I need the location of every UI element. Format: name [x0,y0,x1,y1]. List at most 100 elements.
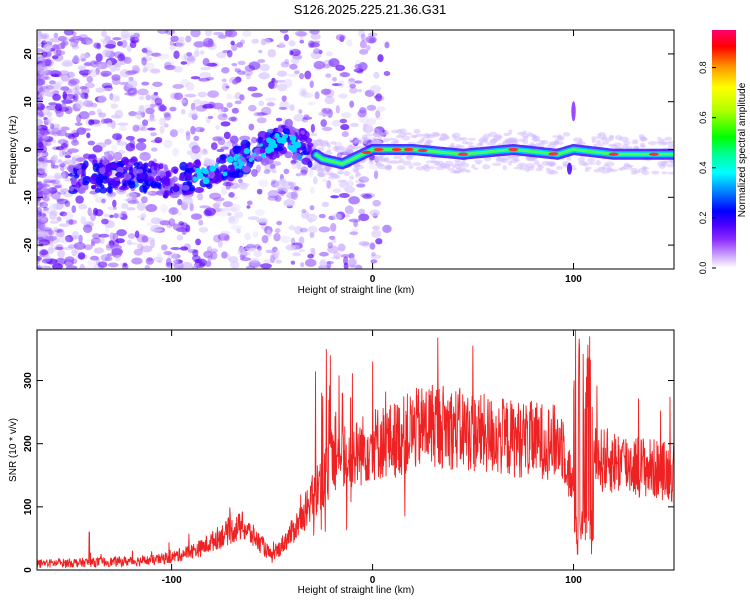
spectrogram-noise-blob [160,244,168,251]
spectrogram-halo-blob [641,170,650,176]
spectrogram-noise-blob [60,86,70,91]
ridge-hotspot [373,147,384,152]
spectrogram-noise-blob [309,42,320,48]
spectrogram-noise-blob [37,131,42,140]
spectrogram-ridge-blob [173,183,178,193]
spectrogram-noise-blob [37,191,42,198]
spectrogram-noise-blob [37,206,42,215]
ridge-cyan-blob [290,146,297,153]
spectrogram-noise-blob [84,265,97,269]
spectrogram-noise-blob [153,91,159,96]
spectrogram-noise-blob [106,253,115,257]
spectrogram-ridge-blob [298,133,304,141]
spectrogram-noise-blob [293,186,299,191]
spectrogram-noise-blob [221,78,227,83]
spectrogram-noise-blob [199,128,205,132]
spectrogram-noise-blob [138,104,145,114]
spectrogram-noise-blob [132,87,137,94]
spectrogram-noise-blob [169,129,178,138]
spectrogram-noise-blob [258,217,269,225]
spectrogram-halo-blob [597,133,602,137]
spectrogram-noise-blob [44,76,51,81]
spectrogram-noise-blob [125,79,138,88]
spectrogram-halo-blob [383,156,390,162]
ridge-hotspot [403,147,414,152]
spectrogram-noise-blob [149,103,156,109]
spectrogram-noise-blob [61,150,67,156]
spectrogram-noise-blob [62,211,74,221]
spectrogram-noise-blob [88,110,96,116]
spectrogram-noise-blob [358,213,370,222]
spectrogram-noise-blob [44,179,57,184]
spectrogram-noise-blob [313,176,318,185]
spectrogram-noise-blob [261,235,269,244]
spectrogram-noise-blob [309,232,315,238]
spectrogram-noise-blob [93,61,102,65]
spectrogram-noise-blob [43,70,54,76]
spectrogram-noise-blob [340,112,352,119]
spectrogram-noise-blob [37,51,42,60]
spectrogram-noise-blob [86,222,95,227]
spectrogram-halo-blob [430,132,440,137]
spectrogram-noise-blob [204,260,212,268]
spectrogram-ridge-blob [77,187,86,194]
spectrogram-noise-blob [53,50,66,56]
spectrogram-halo-blob [310,132,318,137]
spectrogram-noise-blob [375,93,383,102]
spectrogram-noise-blob [290,244,300,251]
spectrogram-noise-blob [278,106,287,111]
spectrogram-ridge-blob [215,157,221,165]
spectrogram-noise-blob [47,187,58,194]
spectrogram-halo-blob [433,160,440,166]
spectrogram-halo-blob [537,165,544,170]
spectrogram-noise-blob [96,108,103,115]
spectrogram-noise-blob [224,30,233,37]
x-tick-label: -100 [162,274,182,285]
spectrogram-noise-blob [373,71,380,79]
spectrogram-noise-blob [123,198,135,202]
spectrogram-noise-blob [252,231,259,238]
spectrogram-noise-blob [117,122,129,126]
spectrogram-halo-blob [584,168,590,172]
spectrogram-noise-blob [366,104,377,111]
spectrogram-noise-blob [298,236,305,245]
spectrogram-noise-blob [97,261,108,268]
spectrogram-noise-blob [265,249,277,254]
spectrogram-noise-blob [198,219,204,226]
spectrogram-noise-blob [198,226,209,233]
spectrogram-noise-blob [56,129,68,137]
spectrogram-noise-blob [239,39,245,45]
spectrogram-noise-blob [37,73,41,82]
spectrogram-noise-blob [164,112,172,121]
spectrogram-noise-blob [38,63,45,72]
spectrogram-noise-blob [142,119,149,127]
spectrogram-ridge-blob [268,128,274,134]
spectrogram-noise-blob [37,128,47,138]
spectrogram-halo-blob [342,148,352,152]
spectrogram-noise-blob [264,38,271,45]
spectrogram-noise-blob [360,193,372,198]
spectrogram-noise-blob [185,132,191,141]
spectrogram-noise-blob [289,50,294,56]
spectrogram-ridge-blob [246,141,251,148]
spectrogram-noise-blob [203,250,213,259]
spectrogram-noise-blob [320,88,332,95]
spectrogram-noise-blob [157,259,163,263]
spectrogram-noise-blob [319,251,329,257]
spectrogram-noise-blob [59,188,70,193]
spectrogram-halo-blob [549,170,559,175]
spectrogram-halo-blob [513,158,521,162]
spectrogram-noise-blob [364,192,375,199]
y-tick-label: 20 [23,48,34,60]
y-tick-label: 200 [23,435,34,452]
spectrogram-halo-blob [318,142,324,147]
spectrogram-noise-blob [115,238,125,244]
spectrogram-noise-blob [303,114,310,118]
spectrogram-noise-blob [163,250,173,256]
spectrogram-noise-blob [322,107,332,115]
spectrogram-noise-blob [299,39,304,44]
spectrogram-halo-blob [587,158,596,163]
spectrogram-noise-blob [37,37,43,42]
spectrogram-ridge-blob [284,151,293,159]
spectrogram-halo-blob [566,156,572,161]
